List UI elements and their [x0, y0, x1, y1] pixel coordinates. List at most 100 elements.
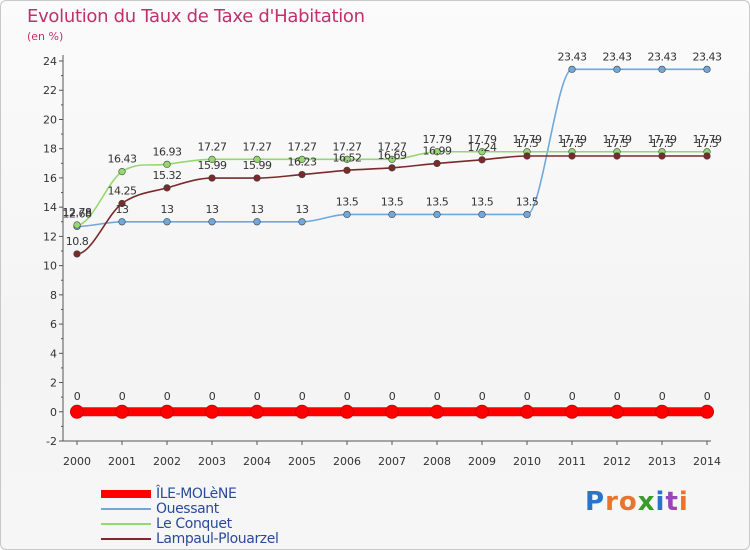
- legend-swatch: [101, 489, 151, 498]
- data-point: [433, 148, 441, 156]
- data-point: [115, 404, 129, 419]
- data-label: 17.27: [243, 140, 272, 153]
- data-label: 0: [389, 390, 396, 403]
- chart-title: Evolution du Taux de Taxe d'Habitation: [27, 6, 365, 27]
- data-label: 23.43: [648, 50, 677, 63]
- data-point: [298, 155, 306, 163]
- data-point: [478, 210, 486, 219]
- data-label: 0: [164, 390, 171, 403]
- data-point: [568, 65, 576, 73]
- data-point: [163, 160, 171, 168]
- data-point: [340, 404, 354, 419]
- data-point: [610, 404, 624, 419]
- legend-swatch: [101, 507, 151, 510]
- data-point: [343, 166, 351, 174]
- data-point: [658, 65, 666, 73]
- logo-letter: i: [655, 487, 666, 517]
- x-tick-label: 2014: [693, 455, 721, 468]
- data-point: [208, 155, 216, 163]
- data-label: 13: [116, 203, 129, 216]
- chart-legend: ÎLE-MOLèNE Ouessant Le Conquet Lampaul-Plou…: [101, 486, 279, 547]
- data-point: [160, 404, 174, 419]
- data-label: 0: [74, 390, 81, 403]
- data-label: 0: [299, 390, 306, 403]
- data-point: [208, 218, 216, 226]
- data-point: [430, 404, 444, 419]
- data-label: 13: [206, 203, 219, 216]
- logo-letter: i: [678, 487, 689, 517]
- data-point: [118, 199, 126, 208]
- chart-series-lines: [72, 68, 712, 417]
- x-tick-label: 2004: [243, 455, 271, 468]
- y-tick-label: 16: [43, 172, 57, 185]
- data-label: 16.69: [378, 149, 407, 162]
- data-point: [253, 174, 261, 182]
- data-point: [655, 404, 669, 419]
- data-label: 0: [614, 390, 621, 403]
- data-label: 13.5: [426, 195, 449, 208]
- data-label: 17.5: [651, 137, 674, 150]
- data-label: 16.52: [333, 151, 362, 164]
- data-point: [163, 184, 171, 192]
- data-label: 15.32: [153, 169, 182, 182]
- data-point: [118, 218, 126, 226]
- data-label: 14.25: [108, 185, 137, 198]
- x-tick-label: 2012: [603, 455, 631, 468]
- x-tick-label: 2006: [333, 455, 361, 468]
- data-point: [388, 210, 396, 219]
- data-label: 0: [659, 390, 666, 403]
- data-label: 12.78: [63, 206, 92, 219]
- legend-item: ÎLE-MOLèNE: [101, 486, 278, 502]
- data-point: [520, 404, 534, 419]
- logo-letter: x: [637, 487, 656, 517]
- data-point: [298, 170, 306, 179]
- data-label: 13.5: [471, 195, 494, 208]
- logo-letter: t: [665, 487, 679, 517]
- data-label: 17.79: [603, 133, 632, 146]
- y-tick-label: 8: [50, 289, 57, 302]
- logo-letter: P: [585, 487, 606, 517]
- y-tick-label: 12: [43, 230, 57, 243]
- data-label: 17.79: [693, 133, 722, 146]
- chart-data-labels: 12.68 13 13 13 13 13 13.5 13.5 13.5 13.5 13.5 23.43…: [63, 50, 723, 403]
- data-point: [343, 210, 351, 219]
- x-tick-label: 2008: [423, 455, 451, 468]
- data-label: 16.99: [423, 144, 452, 157]
- data-point: [703, 152, 711, 160]
- y-tick-label: -2: [46, 435, 57, 448]
- x-tick-label: 2011: [558, 455, 586, 468]
- data-point: [478, 148, 486, 156]
- data-label: 12.68: [63, 207, 92, 220]
- data-point: [73, 250, 81, 258]
- data-label: 13: [296, 203, 309, 216]
- data-label: 17.27: [378, 140, 407, 153]
- data-point: [388, 155, 396, 163]
- data-label: 15.99: [243, 159, 272, 172]
- data-label: 15.99: [198, 159, 227, 172]
- x-tick-label: 2013: [648, 455, 676, 468]
- legend-swatch: [101, 537, 151, 540]
- data-label: 0: [704, 390, 711, 403]
- data-point: [523, 152, 531, 160]
- data-point: [295, 404, 309, 419]
- data-point: [250, 404, 264, 419]
- data-label: 0: [479, 390, 486, 403]
- data-label: 13: [251, 203, 264, 216]
- data-label: 16.43: [108, 153, 137, 166]
- y-tick-label: 6: [50, 318, 57, 331]
- data-label: 16.93: [153, 145, 182, 158]
- y-tick-label: 18: [43, 143, 57, 156]
- data-point: [118, 168, 126, 176]
- y-tick-label: 22: [43, 84, 57, 97]
- data-label: 13.5: [516, 195, 539, 208]
- x-tick-label: 2010: [513, 455, 541, 468]
- data-label: 13.5: [336, 195, 359, 208]
- y-tick-label: 0: [50, 406, 57, 419]
- proxiti-logo: Proxiti: [585, 487, 689, 517]
- data-point: [205, 404, 219, 419]
- y-tick-label: 20: [43, 113, 57, 126]
- data-point: [253, 218, 261, 226]
